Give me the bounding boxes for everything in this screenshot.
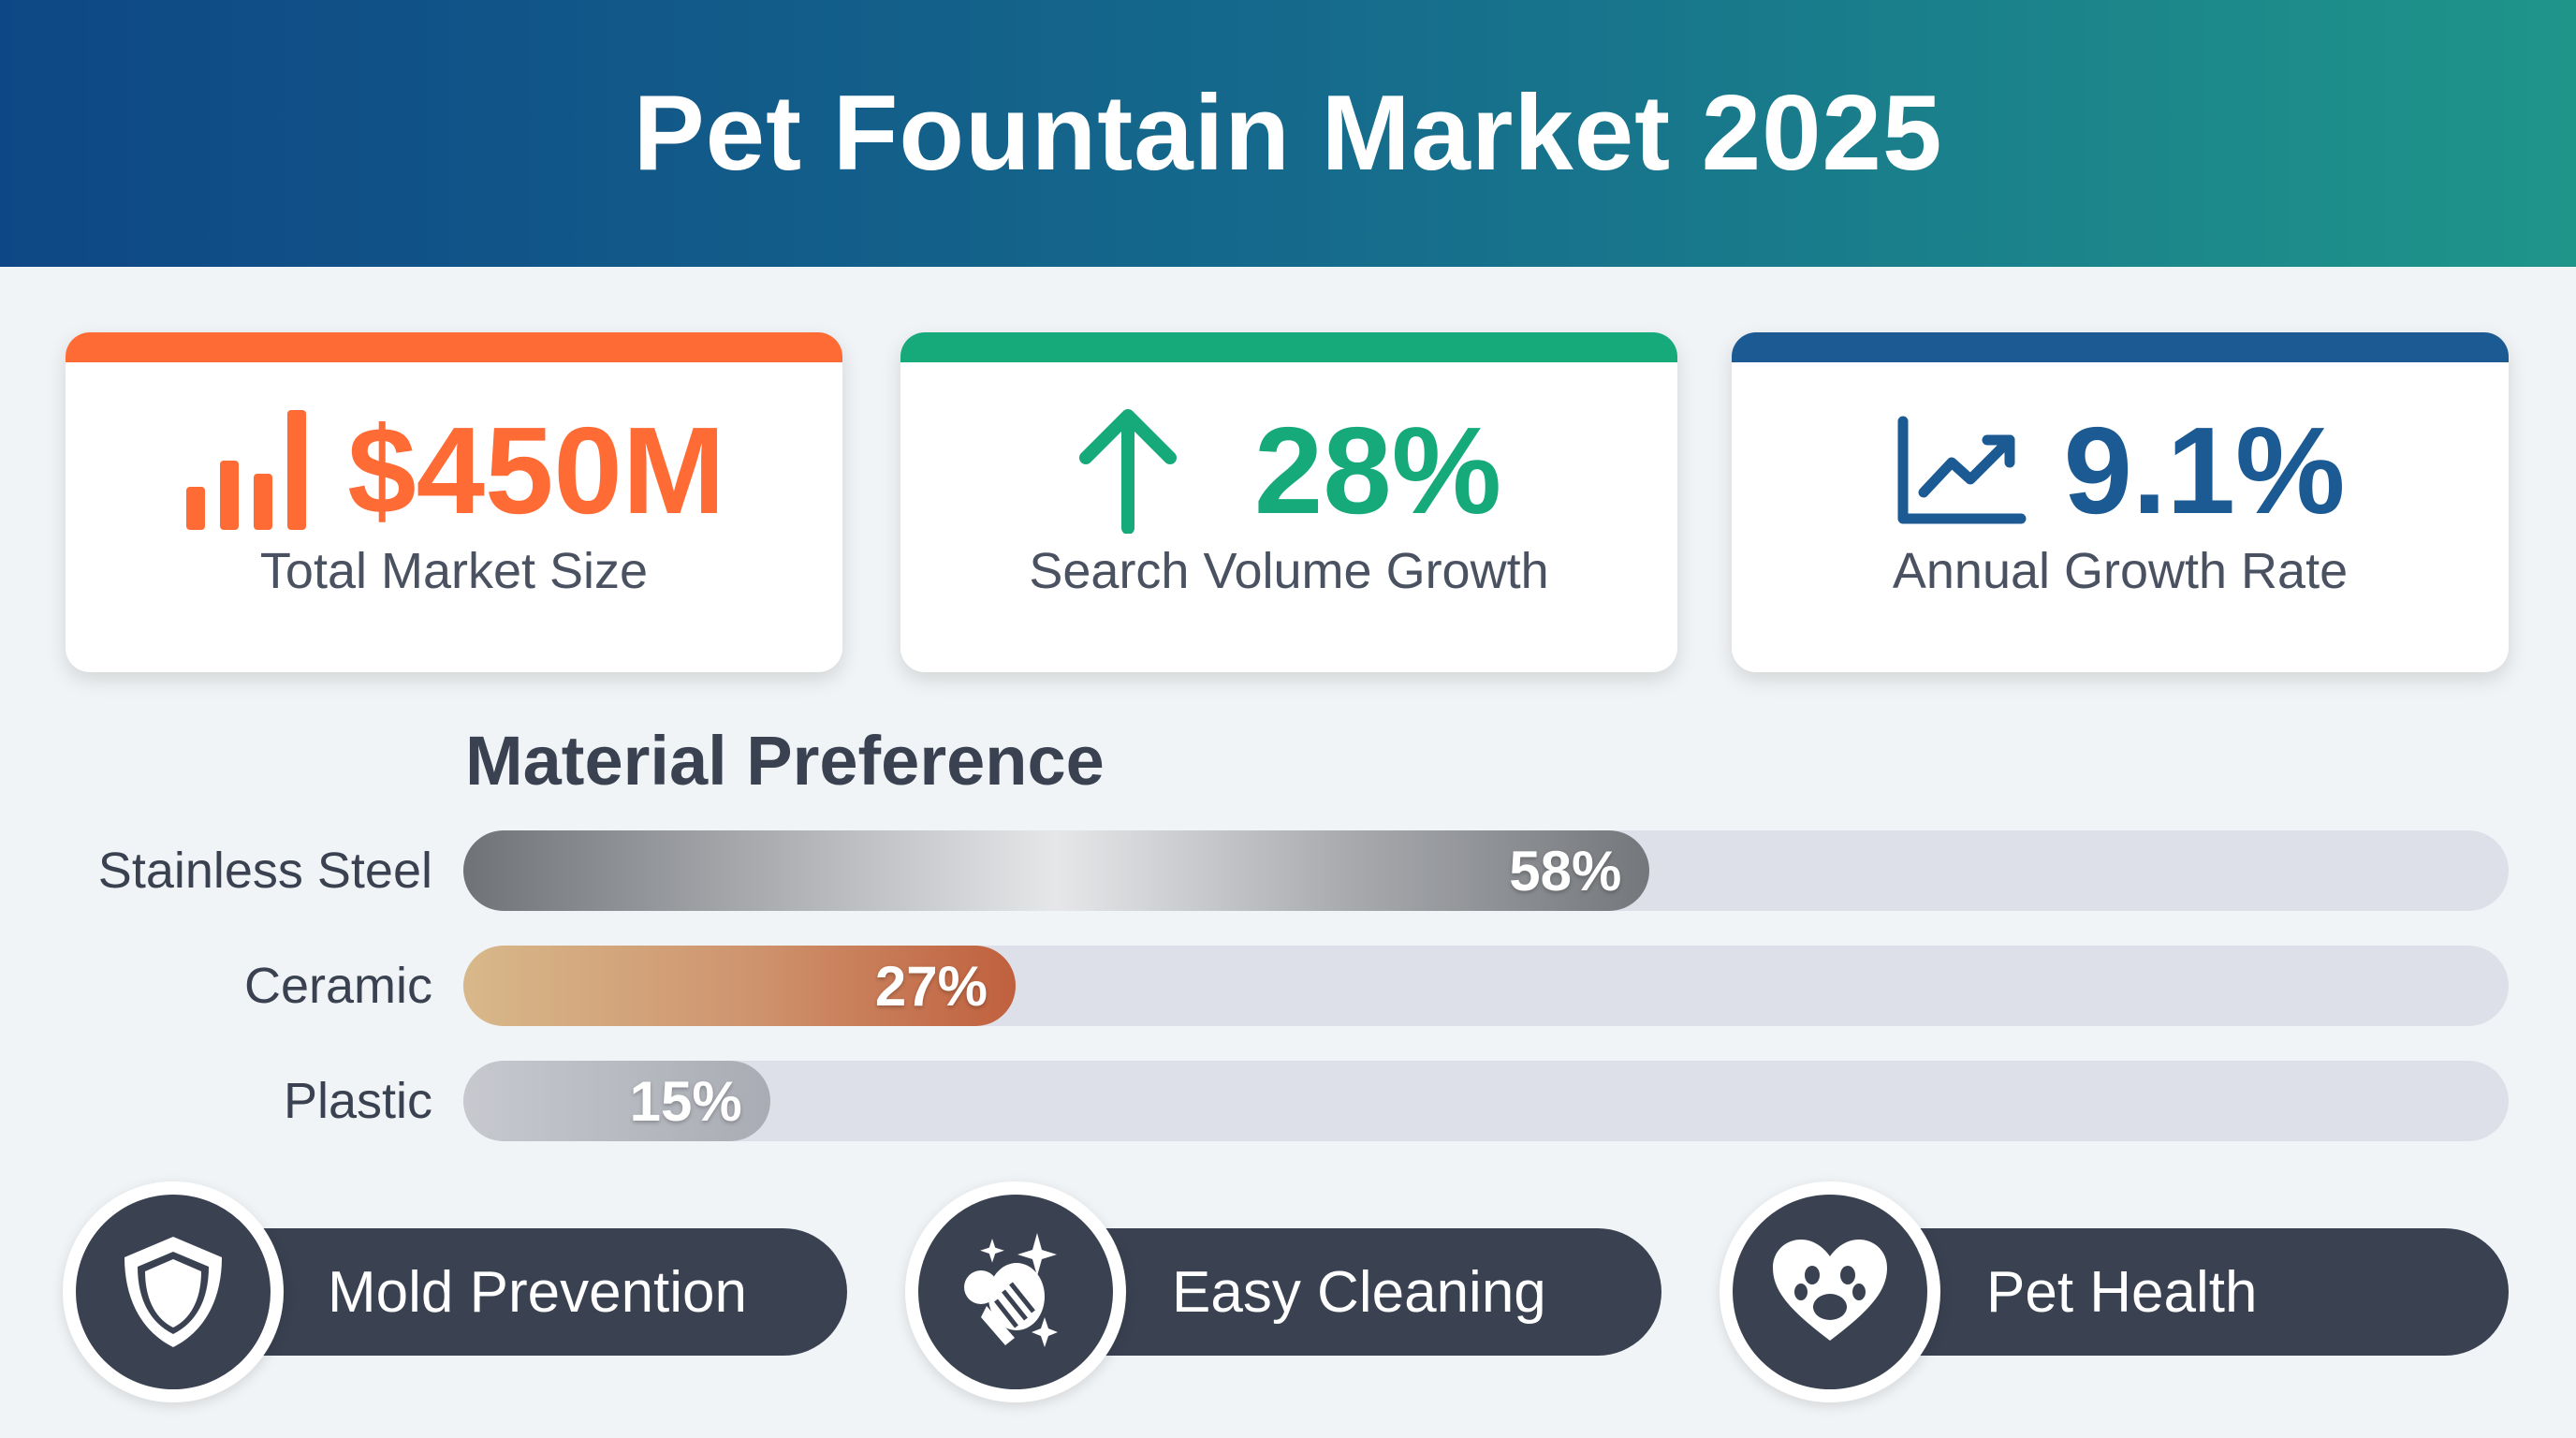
stat-label: Total Market Size <box>259 543 649 599</box>
card-accent-strip <box>66 332 842 362</box>
material-preference-title: Material Preference <box>465 722 1105 800</box>
stat-label: Search Volume Growth <box>1029 543 1549 599</box>
stat-card-search-growth: 28% Search Volume Growth <box>900 332 1677 672</box>
feature-label: Mold Prevention <box>328 1259 748 1325</box>
stat-card-annual-growth: 9.1% Annual Growth Rate <box>1732 332 2509 672</box>
bar-track: 15% <box>463 1061 2509 1141</box>
stat-label: Annual Growth Rate <box>1892 543 2349 599</box>
bar-fill-stainless-steel: 58% <box>463 830 1650 911</box>
line-chart-icon <box>1895 414 2027 526</box>
page-title: Pet Fountain Market 2025 <box>633 74 1943 193</box>
arrow-up-icon <box>1076 406 1179 534</box>
card-accent-strip <box>1732 332 2509 362</box>
shield-icon <box>63 1181 284 1402</box>
feature-label: Pet Health <box>1986 1259 2258 1325</box>
bar-chart-icon <box>183 406 310 534</box>
bar-label: Plastic <box>283 1073 432 1129</box>
bar-row-ceramic: Ceramic 27% <box>0 946 2576 1026</box>
feature-label: Easy Cleaning <box>1172 1259 1546 1325</box>
bar-row-stainless-steel: Stainless Steel 58% <box>0 830 2576 911</box>
stat-value: $450M <box>347 401 725 539</box>
stat-card-market-size: $450M Total Market Size <box>66 332 842 672</box>
bar-row-plastic: Plastic 15% <box>0 1061 2576 1141</box>
heart-paw-icon <box>1720 1181 1940 1402</box>
bar-fill-ceramic: 27% <box>463 946 1016 1026</box>
card-accent-strip <box>900 332 1677 362</box>
bar-value: 27% <box>874 954 988 1018</box>
cleaning-hand-icon <box>905 1181 1126 1402</box>
bar-label: Ceramic <box>243 958 432 1014</box>
bar-track: 58% <box>463 830 2509 911</box>
bar-fill-plastic: 15% <box>463 1061 770 1141</box>
bar-track: 27% <box>463 946 2509 1026</box>
header-banner: Pet Fountain Market 2025 <box>0 0 2576 267</box>
stat-value: 28% <box>1253 401 1502 539</box>
bar-label: Stainless Steel <box>97 843 432 899</box>
bar-value: 58% <box>1509 839 1622 902</box>
bar-value: 15% <box>629 1069 742 1133</box>
stat-value: 9.1% <box>2063 401 2346 539</box>
